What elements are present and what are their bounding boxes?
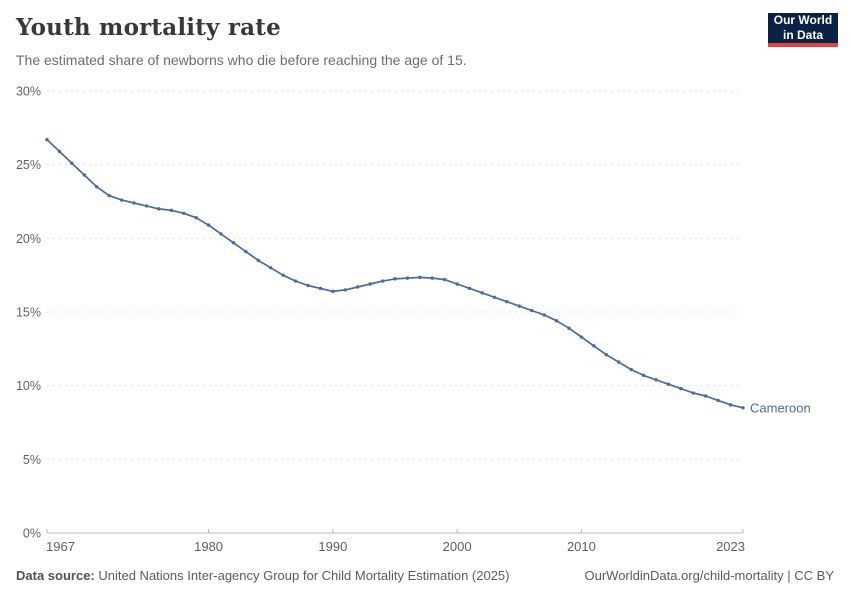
data-point[interactable] [380,279,385,283]
data-point[interactable] [244,249,248,254]
x-tick-label: 1990 [318,539,347,554]
data-point[interactable] [157,207,161,211]
x-tick-label: 1967 [46,539,75,554]
data-point[interactable] [617,360,621,364]
data-point[interactable] [119,198,124,202]
x-tick-label: 2010 [567,539,596,554]
data-point[interactable] [231,241,236,245]
x-tick-label: 2023 [716,539,745,554]
data-point[interactable] [393,277,397,281]
data-source-text: United Nations Inter-agency Group for Ch… [94,568,510,583]
data-point[interactable] [554,319,559,323]
y-tick-label: 25% [16,158,41,172]
data-point[interactable] [281,273,285,277]
data-point[interactable] [306,283,310,288]
data-point[interactable] [45,137,49,142]
data-point[interactable] [741,406,745,410]
data-point[interactable] [194,216,198,220]
data-point[interactable] [691,391,695,395]
data-point[interactable] [169,208,173,213]
data-source-label: Data source: [16,568,95,583]
entity-label[interactable]: Cameroon [750,400,811,415]
y-tick-label: 30% [16,85,41,99]
y-tick-label: 15% [16,306,41,320]
y-tick-label: 20% [16,232,41,246]
data-point[interactable] [269,266,273,270]
owid-logo-line2: in Data [782,28,823,42]
data-point[interactable] [82,173,86,177]
data-point[interactable] [542,313,546,317]
data-point[interactable] [567,326,571,330]
data-point[interactable] [206,223,211,227]
data-point[interactable] [219,232,223,236]
data-point[interactable] [530,308,534,313]
data-point[interactable] [293,279,298,283]
data-point[interactable] [666,382,671,386]
data-point[interactable] [256,258,260,263]
data-point[interactable] [418,275,422,280]
data-point[interactable] [70,161,74,165]
data-point[interactable] [517,304,521,308]
data-point[interactable] [57,149,62,154]
footer-link[interactable]: OurWorldinData.org/child-mortality | CC … [584,568,835,583]
data-point[interactable] [455,282,459,286]
data-point[interactable] [368,282,372,286]
data-source: Data source: United Nations Inter-agency… [16,568,510,583]
data-point[interactable] [579,335,584,339]
data-point[interactable] [505,299,509,304]
y-tick-label: 0% [23,527,41,541]
data-point[interactable] [641,373,646,378]
data-point[interactable] [654,378,658,382]
data-point[interactable] [144,204,149,208]
data-point[interactable] [331,289,335,294]
data-point[interactable] [604,353,608,357]
chart-subtitle: The estimated share of newborns who die … [16,52,467,68]
data-point[interactable] [728,403,733,407]
data-point[interactable] [182,211,186,215]
data-point[interactable] [95,185,99,189]
data-point[interactable] [492,295,497,299]
data-point[interactable] [592,344,596,348]
data-point[interactable] [716,398,720,403]
data-point[interactable] [405,276,410,280]
chart-footer: Data source: United Nations Inter-agency… [16,568,834,583]
data-point[interactable] [356,285,360,289]
data-point[interactable] [343,288,347,292]
data-point[interactable] [443,277,447,282]
y-tick-label: 5% [23,453,41,467]
data-point[interactable] [467,286,472,291]
data-point[interactable] [480,291,484,295]
x-tick-label: 2000 [443,539,472,554]
data-point[interactable] [132,201,136,205]
page-title: Youth mortality rate [16,14,281,41]
data-point[interactable] [704,394,708,398]
data-point[interactable] [629,367,633,372]
data-point[interactable] [107,193,111,198]
data-point[interactable] [318,286,323,291]
x-tick-label: 1980 [194,539,223,554]
data-point[interactable] [679,386,683,391]
y-tick-label: 10% [16,379,41,393]
owid-logo-line1: Our World [773,13,833,27]
data-point[interactable] [430,276,434,280]
owid-logo[interactable]: Our World in Data [768,13,838,47]
data-line[interactable] [46,138,744,409]
